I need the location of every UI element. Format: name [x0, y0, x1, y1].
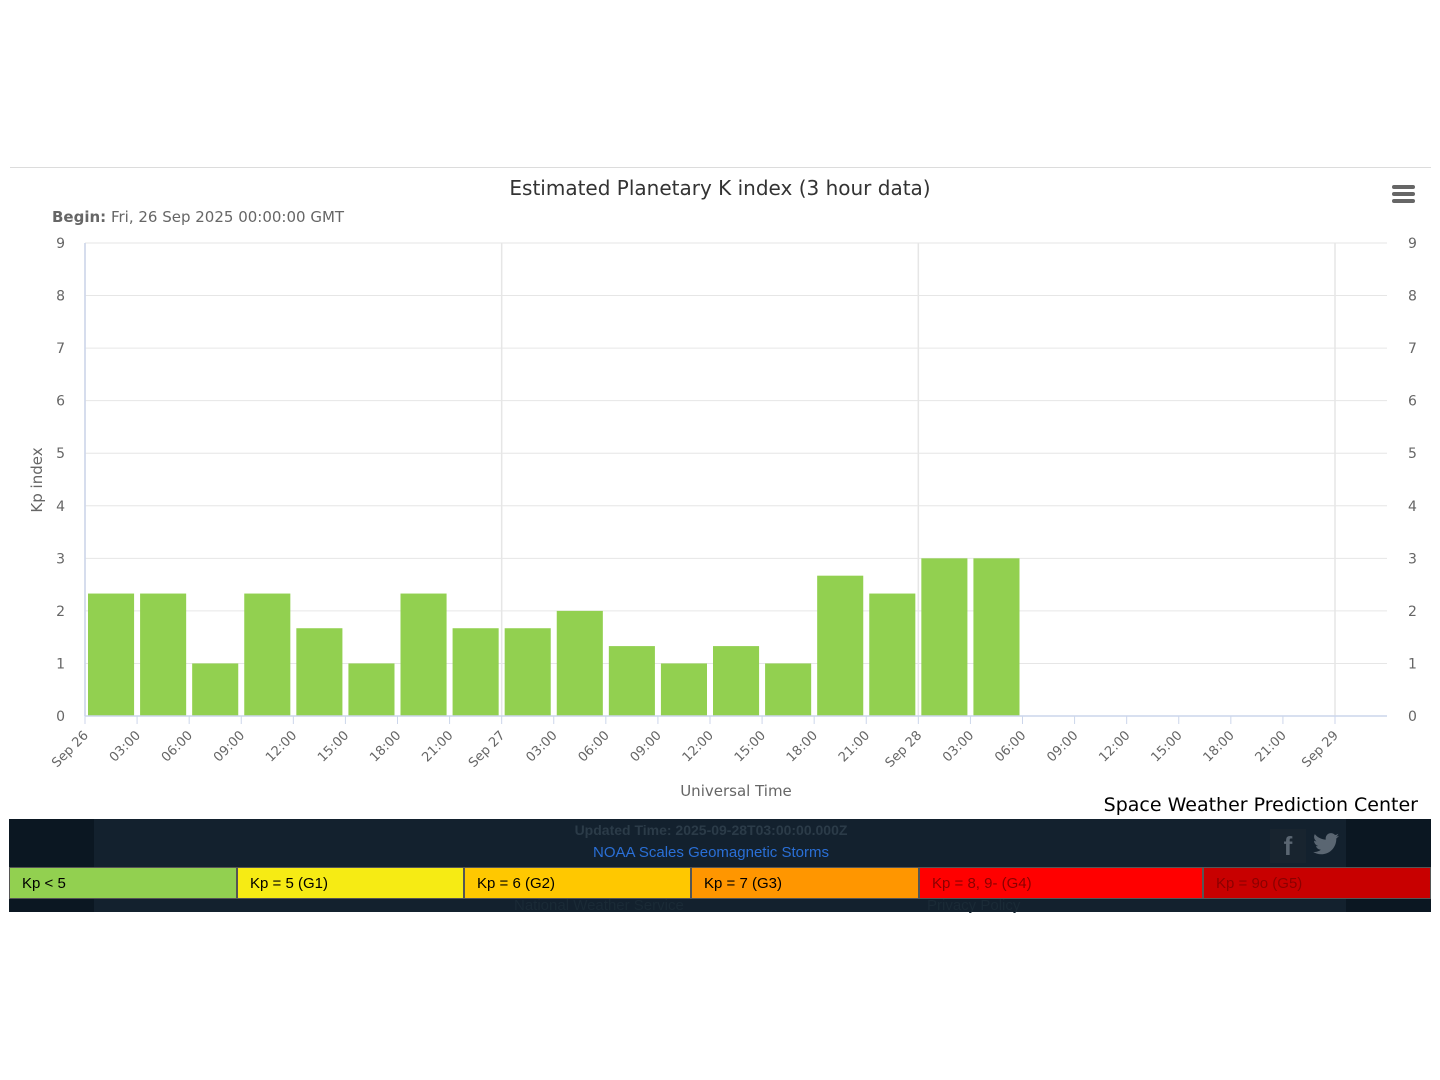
x-tick-label: 03:00	[107, 728, 144, 765]
kp-bar	[765, 663, 812, 716]
x-tick-label: 06:00	[992, 728, 1029, 765]
twitter-bird-shape	[1313, 833, 1339, 855]
y-tick-label-right: 1	[1408, 656, 1417, 672]
menu-line	[1392, 199, 1415, 203]
kp-bar	[88, 593, 135, 716]
y-tick-label: 5	[56, 446, 65, 462]
x-tick-label: 12:00	[680, 728, 717, 765]
scale-segment: Kp < 5	[9, 867, 237, 899]
y-tick-label-right: 6	[1408, 394, 1417, 410]
x-tick-label: Sep 28	[883, 728, 926, 771]
y-tick-label-right: 8	[1408, 289, 1417, 305]
y-tick-label-right: 7	[1408, 341, 1417, 357]
updated-time: Updated Time: 2025-09-28T03:00:00.000Z	[574, 822, 848, 838]
y-tick-label-right: 9	[1408, 236, 1417, 252]
bars	[88, 558, 1020, 716]
x-tick-label: Sep 26	[49, 728, 92, 771]
y-tick-label-right: 2	[1408, 604, 1417, 620]
kp-bar	[869, 593, 916, 716]
credit-text: Space Weather Prediction Center	[1103, 794, 1418, 816]
x-tick-label: 21:00	[419, 728, 456, 765]
y-tick-label: 1	[56, 656, 65, 672]
y-tick-label: 0	[56, 709, 65, 725]
scale-segment: Kp = 9o (G5)	[1203, 867, 1431, 899]
scale-segment: Kp = 5 (G1)	[237, 867, 464, 899]
kp-bar	[660, 663, 707, 716]
scale-segment: Kp = 6 (G2)	[464, 867, 691, 899]
y-tick-label: 4	[56, 499, 65, 515]
kp-bar	[713, 646, 760, 716]
kp-bar	[140, 593, 187, 716]
kp-bar	[556, 610, 603, 716]
x-tick-label: 15:00	[1148, 728, 1185, 765]
x-tick-label: 12:00	[263, 728, 300, 765]
x-tick-label: 18:00	[1201, 728, 1238, 765]
x-axis-label: Universal Time	[680, 782, 792, 800]
y-tick-label-right: 0	[1408, 709, 1417, 725]
y-tick-label: 2	[56, 604, 65, 620]
kp-bar	[504, 628, 551, 716]
menu-line	[1392, 192, 1415, 196]
scale-segment: Kp = 8, 9- (G4)	[919, 867, 1203, 899]
kp-bar	[608, 646, 655, 716]
begin-key: Begin:	[52, 208, 107, 226]
facebook-icon[interactable]: f	[1270, 829, 1306, 863]
x-tick-label: 09:00	[628, 728, 665, 765]
x-tick-label: 15:00	[732, 728, 769, 765]
x-tick-label: 18:00	[367, 728, 404, 765]
x-tick-label: 12:00	[1096, 728, 1133, 765]
nws-text[interactable]: National Weather Service	[514, 897, 684, 914]
y-tick-label-right: 5	[1408, 446, 1417, 462]
kp-bar	[817, 575, 864, 716]
x-tick-label: 03:00	[523, 728, 560, 765]
x-tick-label: Sep 29	[1299, 728, 1342, 771]
kp-bar	[400, 593, 447, 716]
chart-menu-icon[interactable]	[1392, 185, 1415, 204]
y-tick-label-right: 4	[1408, 499, 1417, 515]
x-tick-label: 03:00	[940, 728, 977, 765]
x-tick-label: 06:00	[159, 728, 196, 765]
y-tick-label: 7	[56, 341, 65, 357]
begin-label: Begin: Fri, 26 Sep 2025 00:00:00 GMT	[52, 208, 344, 226]
y-tick-label: 8	[56, 289, 65, 305]
privacy-policy-link[interactable]: Privacy Policy	[927, 897, 1021, 914]
top-divider	[10, 167, 1431, 168]
x-tick-label: 21:00	[1253, 728, 1290, 765]
noaa-scale-legend: Kp < 5 Kp = 5 (G1) Kp = 6 (G2) Kp = 7 (G3) K…	[9, 866, 1431, 900]
y-axis-label: Kp index	[28, 447, 46, 512]
twitter-icon[interactable]	[1308, 829, 1344, 863]
grid	[84, 242, 1387, 717]
kp-bar	[192, 663, 239, 716]
menu-line	[1392, 185, 1415, 189]
noaa-scales-link[interactable]: NOAA Scales Geomagnetic Storms	[593, 844, 829, 861]
x-tick-label: 06:00	[576, 728, 613, 765]
kp-bar	[296, 628, 343, 716]
chart-title: Estimated Planetary K index (3 hour data…	[509, 176, 931, 200]
kp-bar	[348, 663, 395, 716]
y-tick-label: 6	[56, 394, 65, 410]
x-tick-label: Sep 27	[466, 728, 509, 771]
x-tick-label: 15:00	[315, 728, 352, 765]
kp-bar	[244, 593, 291, 716]
x-tick-label: 21:00	[836, 728, 873, 765]
x-tick-label: 09:00	[1044, 728, 1081, 765]
kp-bar	[452, 628, 499, 716]
y-tick-label: 3	[56, 551, 65, 567]
x-tick-label: 09:00	[211, 728, 248, 765]
y-tick-label: 9	[56, 236, 65, 252]
kp-bar-chart: 0 0 1 1 2 2 3 3 4 4 5 5 6 6 7 7 8 8 9 9 Sep 26 03:00 06:00 09:0…	[28, 236, 1417, 800]
y-tick-label-right: 3	[1408, 551, 1417, 567]
kp-bar	[973, 558, 1020, 716]
x-tick-label: 18:00	[784, 728, 821, 765]
scale-segment: Kp = 7 (G3)	[691, 867, 919, 899]
kp-bar	[921, 558, 968, 716]
begin-value: Fri, 26 Sep 2025 00:00:00 GMT	[110, 208, 345, 226]
